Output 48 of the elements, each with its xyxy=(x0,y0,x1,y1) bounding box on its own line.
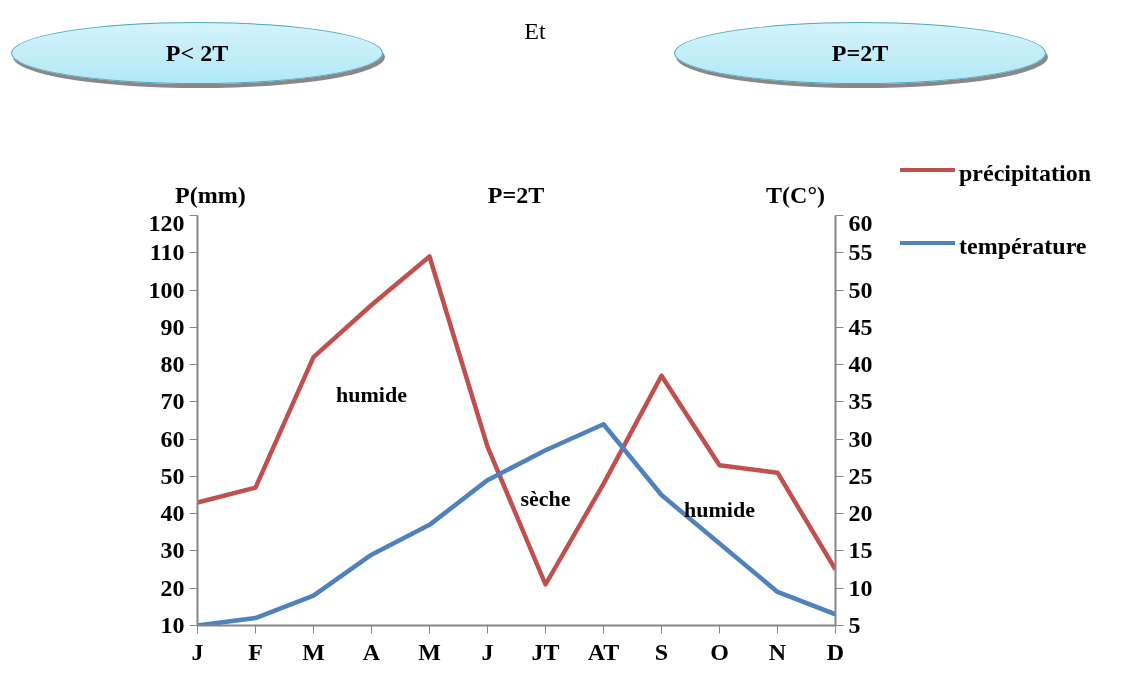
y-tick-label: 80 xyxy=(160,351,185,378)
y2-tick-label: 5 xyxy=(848,612,861,638)
x-tick-label: JT xyxy=(531,638,560,665)
y-tick-label: 100 xyxy=(148,276,185,303)
x-tick-label: J xyxy=(191,638,204,665)
x-tick-label: A xyxy=(362,638,381,665)
x-tick-label: AT xyxy=(587,638,620,665)
legend-label: précipitation xyxy=(959,159,1091,188)
y-tick-label: 70 xyxy=(160,388,185,415)
line-series xyxy=(197,254,836,587)
y-tick-label: 10 xyxy=(160,612,185,638)
y2-tick-label: 40 xyxy=(848,351,873,378)
text: P=2T xyxy=(674,22,1046,84)
y2-axis-title: T(C°) xyxy=(766,182,825,208)
annotation: humide xyxy=(336,381,408,407)
y2-tick-label: 35 xyxy=(848,388,873,415)
y2-tick-label: 15 xyxy=(848,537,873,564)
x-tick-label: M xyxy=(418,638,441,665)
annotation: humide xyxy=(684,497,756,523)
y2-tick-label: 50 xyxy=(848,276,873,303)
x-tick-label: F xyxy=(248,638,263,665)
x-tick-label: M xyxy=(302,638,325,665)
y2-tick-label: 25 xyxy=(848,462,873,489)
y2-tick-label: 60 xyxy=(848,209,873,236)
legend-label: température xyxy=(959,232,1087,261)
y2-tick-label: 20 xyxy=(848,500,873,527)
y-tick-label: 110 xyxy=(149,239,185,266)
x-tick-label: N xyxy=(768,638,787,665)
y2-tick-label: 30 xyxy=(848,425,873,452)
x-tick-label: J xyxy=(481,638,494,665)
y2-tick-label: 10 xyxy=(848,574,873,601)
y2-tick-label: 45 xyxy=(848,313,873,340)
y-tick-label: 50 xyxy=(160,462,185,489)
y-tick-label: 30 xyxy=(160,537,185,564)
y-axis-title: P(mm) xyxy=(175,182,246,208)
x-tick-label: O xyxy=(710,638,729,665)
y-tick-label: 60 xyxy=(160,425,185,452)
y-tick-label: 120 xyxy=(148,209,185,236)
annotation: sèche xyxy=(520,486,571,512)
x-tick-label: D xyxy=(826,638,845,665)
y2-tick-label: 55 xyxy=(848,239,873,266)
y-tick-label: 20 xyxy=(160,574,185,601)
chart-title: P=2T xyxy=(486,181,546,210)
text: P< 2T xyxy=(11,22,383,84)
x-tick-label: S xyxy=(654,638,669,665)
y-tick-label: 40 xyxy=(160,500,185,527)
text: Et xyxy=(523,17,547,46)
y-tick-label: 90 xyxy=(160,313,185,340)
